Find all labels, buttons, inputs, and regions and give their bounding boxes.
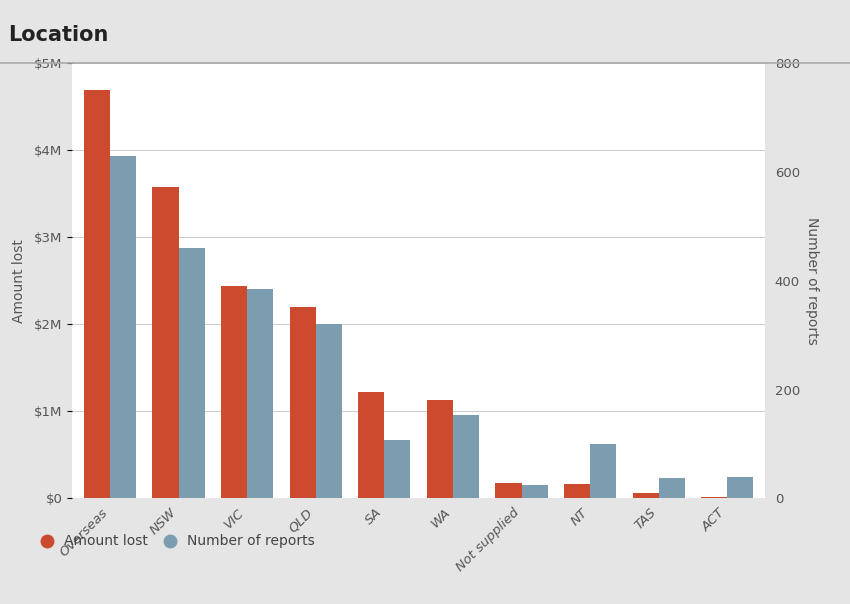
Bar — [384, 440, 411, 498]
Text: Amount lost: Amount lost — [64, 533, 148, 548]
Bar — [358, 392, 384, 498]
Bar — [110, 156, 136, 498]
Bar — [221, 286, 247, 498]
Bar — [152, 187, 178, 498]
Bar — [728, 477, 753, 498]
Bar — [247, 289, 273, 498]
Bar — [427, 400, 453, 498]
Bar — [632, 493, 659, 498]
Bar — [522, 484, 547, 498]
Text: Location: Location — [8, 25, 109, 45]
Bar — [315, 324, 342, 498]
Bar — [564, 484, 590, 498]
Bar — [453, 415, 479, 498]
Bar — [496, 483, 522, 498]
Y-axis label: Amount lost: Amount lost — [12, 239, 26, 323]
Bar — [290, 307, 315, 498]
Y-axis label: Number of reports: Number of reports — [806, 217, 819, 345]
Bar — [701, 496, 728, 498]
Bar — [84, 89, 110, 498]
Text: Number of reports: Number of reports — [187, 533, 314, 548]
Bar — [178, 248, 205, 498]
Bar — [659, 478, 685, 498]
Bar — [590, 444, 616, 498]
